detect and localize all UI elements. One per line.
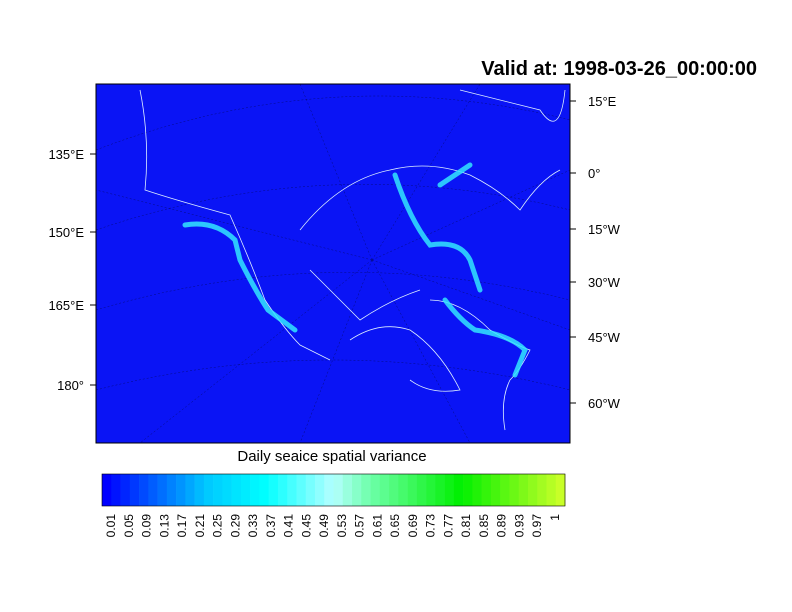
lon-label: 180° [57,378,84,393]
colorbar-box [213,474,223,506]
colorbar-label: 0.29 [228,514,242,538]
colorbar-label: 0.09 [140,514,154,538]
colorbar-box [518,474,529,506]
colorbar-box [139,474,149,506]
colorbar-box [546,474,557,506]
colorbar-box [416,474,427,506]
colorbar-box [287,474,297,506]
colorbar-box [555,474,566,506]
lon-label: 30°W [588,275,621,290]
lon-label: 15°E [588,94,617,109]
colorbar-label: 0.69 [406,514,420,538]
colorbar-label: 0.17 [175,514,189,538]
colorbar-box [370,474,381,506]
colorbar-box [268,474,279,506]
lon-label: 60°W [588,396,621,411]
colorbar-box [314,474,325,506]
colorbar-label: 0.73 [424,514,438,538]
colorbar-box [277,474,288,506]
colorbar-box [305,474,316,506]
colorbar-title: Daily seaice spatial variance [237,448,426,465]
colorbar-box [389,474,399,506]
colorbar-label: 0.21 [193,514,207,538]
ice-edge [182,162,528,378]
colorbar-box [203,474,214,506]
colorbar-box [222,474,232,506]
colorbar-label: 0.49 [317,514,331,538]
colorbar-label: 0.13 [157,514,171,538]
colorbar-box [527,474,538,506]
colorbar-label: 0.25 [211,514,225,538]
colorbar-box [324,474,334,506]
colorbar-box [129,474,140,506]
colorbar-box [259,474,269,506]
colorbar-label: 0.65 [388,514,402,538]
colorbar-box [509,474,519,506]
colorbar-box [463,474,473,506]
lon-label: 45°W [588,330,621,345]
colorbar-box [500,474,510,506]
map [95,83,571,444]
colorbar-box [379,474,390,506]
colorbar-label: 0.33 [246,514,260,538]
map-frame [95,83,571,444]
colorbar-box [426,474,436,506]
colorbar-box [435,474,445,506]
colorbar-box [444,474,455,506]
colorbar-label: 0.57 [353,514,367,538]
colorbar-frame [101,473,566,507]
colorbar-label: 0.61 [370,514,384,538]
colorbar-box [102,474,112,506]
colorbar-label: 0.45 [299,514,313,538]
colorbar-box [407,474,418,506]
title: Valid at: 1998-03-26_00:00:00 [481,58,757,80]
colorbar-box [296,474,307,506]
colorbar-box [453,474,464,506]
colorbar-box [148,474,158,506]
colorbar-box [120,474,131,506]
lon-label: 15°W [588,222,621,237]
lon-label: 135°E [48,147,84,162]
lon-label: 150°E [48,225,84,240]
colorbar-box [176,474,186,506]
colorbar-box [240,474,251,506]
colorbar-label: 0.97 [530,514,544,538]
colorbar-box [333,474,344,506]
colorbar-label: 0.01 [104,514,118,538]
colorbar-box [398,474,408,506]
colorbar-box [352,474,362,506]
colorbar-box [342,474,353,506]
colorbar-label: 0.77 [441,514,455,538]
colorbar-box [111,474,121,506]
colorbar-box [537,474,547,506]
colorbar-box [157,474,168,506]
colorbar-box [166,474,177,506]
colorbar-box [231,474,242,506]
colorbar-box [185,474,195,506]
colorbar-label: 0.53 [335,514,349,538]
colorbar-label: 0.41 [282,514,296,538]
colorbar-box [472,474,482,506]
colorbar-box [250,474,260,506]
colorbar-label: 0.81 [459,514,473,538]
lon-label: 0° [588,166,600,181]
lon-label: 165°E [48,298,84,313]
colorbar: 0.01 0.05 0.09 0.13 0.17 0.21 0.25 0.29 0.33 0.37… [101,473,566,538]
colorbar-label: 1 [548,514,562,521]
colorbar-label: 0.05 [122,514,136,538]
colorbar-box [490,474,501,506]
colorbar-label: 0.93 [512,514,526,538]
colorbar-label: 0.89 [495,514,509,538]
colorbar-box [481,474,492,506]
colorbar-label: 0.37 [264,514,278,538]
colorbar-box [194,474,205,506]
colorbar-label: 0.85 [477,514,491,538]
colorbar-box [361,474,371,506]
